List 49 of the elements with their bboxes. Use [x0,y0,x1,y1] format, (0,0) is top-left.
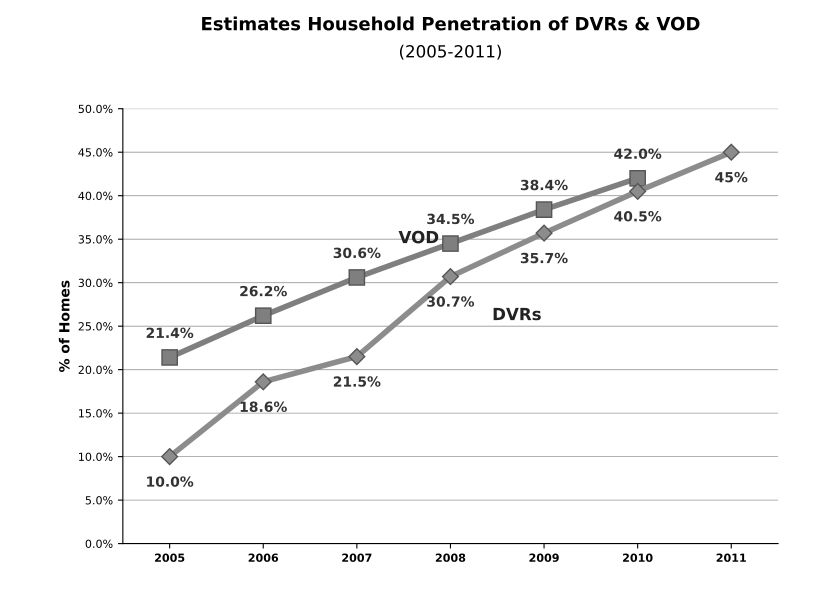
chart-title: Estimates Household Penetration of DVRs & VOD [202,16,700,30]
data-label: 34.5% [427,214,474,224]
x-tick-label: 2007 [342,554,372,562]
point [161,448,178,466]
x-tick-label: 2009 [529,554,559,562]
data-label: 45% [715,172,748,182]
point [348,269,366,286]
data-label: 21.4% [146,328,194,338]
data-label: 38.4% [520,180,568,190]
point [536,201,552,218]
data-label: 21.5% [334,376,380,387]
y-tick-label: 25.0% [78,322,113,331]
y-tick-label: 0.0% [86,540,113,548]
point [629,182,646,200]
data-label: 42.0% [614,148,662,159]
series-label: VOD [398,230,438,244]
y-tick-label: 10.0% [79,452,113,462]
y-tick-label: 45.0% [78,148,113,157]
point [254,373,272,390]
point [442,235,459,252]
x-tick-label: 2010 [623,554,653,562]
x-tick-label: 2008 [436,554,466,562]
text: DVRs [494,308,541,320]
data-label: 18.6% [240,402,287,412]
data-label: 30.7% [427,296,474,307]
data-label: 40.5% [614,211,662,222]
y-axis-title: % of Homes [58,280,70,372]
point [442,268,459,286]
y-tick-label: 15.0% [79,409,113,418]
point [722,144,740,161]
x-tick-label: 2006 [248,554,278,562]
y-tick-label: 5.0% [86,496,113,504]
data-label: 26.2% [240,286,287,296]
y-tick-label: 40.0% [78,192,113,200]
data-label: 30.6% [334,248,380,258]
y-tick-label: 35.0% [78,235,113,244]
point [629,170,646,187]
data-label: 10.0% [147,476,194,487]
y-tick-label: 50.0% [78,104,113,114]
point [536,224,553,242]
data-label: 35.7% [520,252,568,264]
y-tick-label: 30.0% [78,278,113,288]
x-tick-label: 2011 [716,554,746,562]
x-tick-label: 2005 [155,554,184,562]
chart-subtitle: (2005-2011) [400,44,501,60]
point [254,307,272,324]
y-tick-label: 20.0% [78,366,113,374]
point [348,348,366,366]
point [161,349,178,366]
